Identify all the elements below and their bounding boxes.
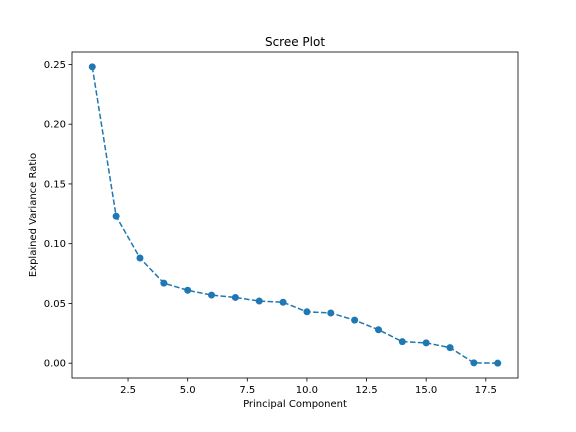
data-point [422,339,430,347]
y-tick-label: 0.05 [44,299,66,310]
x-tick-label: 17.5 [475,385,497,396]
chart-title: Scree Plot [265,35,325,49]
x-tick-label: 10.0 [296,385,318,396]
data-point [279,298,287,306]
plot-area [71,51,519,379]
x-axis-label: Principal Component [243,399,347,410]
data-point [398,338,406,346]
x-axis-ticks: 2.5 5.0 7.5 10.0 12.5 15.0 17.5 [120,378,497,396]
data-point [136,254,144,262]
y-tick-label: 0.25 [44,60,66,71]
data-point [112,212,120,220]
data-point [351,316,359,324]
data-point [470,359,478,367]
data-point [494,359,502,367]
y-axis-label: Explained Variance Ratio [28,153,39,277]
data-point [374,326,382,334]
data-point [88,63,96,71]
data-point [160,279,168,287]
data-point [303,308,311,316]
data-point [208,291,216,299]
y-tick-label: 0.00 [44,359,66,370]
y-tick-label: 0.10 [44,239,66,250]
data-point [184,286,192,294]
y-tick-label: 0.20 [44,120,66,131]
x-tick-label: 7.5 [239,385,255,396]
series-layer [88,63,502,367]
data-point [446,344,454,352]
data-point [231,293,239,301]
axes-frame [71,51,519,379]
data-point [255,297,263,305]
series-line [91,66,498,364]
y-tick-label: 0.15 [44,179,66,190]
x-tick-label: 12.5 [355,385,377,396]
data-point [327,309,335,317]
x-tick-label: 15.0 [415,385,437,396]
x-tick-label: 2.5 [120,385,136,396]
x-tick-label: 5.0 [180,385,196,396]
y-axis-ticks: 0.00 0.05 0.10 0.15 0.20 0.25 [44,60,72,370]
